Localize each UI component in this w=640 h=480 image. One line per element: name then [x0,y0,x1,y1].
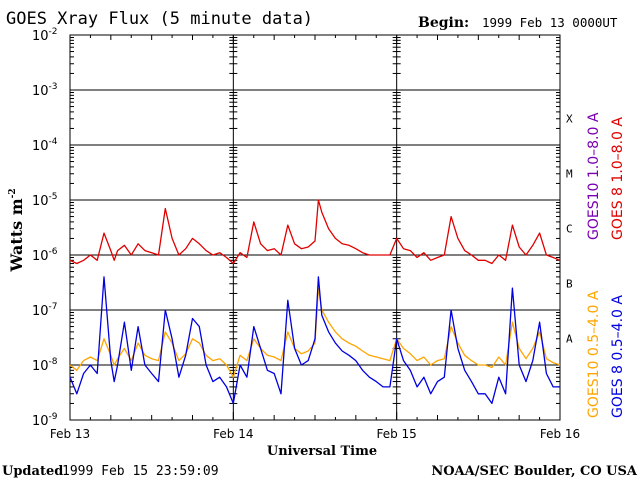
plot-border [69,34,561,421]
y-axis-label-exponent: -2 [8,188,18,198]
begin-label: Begin: [418,15,469,31]
legend-label: GOES 8 0.5–4.0 A [610,295,626,418]
grid-lines [70,35,560,420]
x-tick-labels: Feb 13 Feb 14 Feb 15 Feb 16 [50,427,580,441]
flare-class-M: M [566,168,573,181]
y-tick-exponent: -5 [49,192,58,202]
y-tick-label: 10-4 [32,137,58,154]
legend-label: GOES10 0.5–4.0 A [586,290,602,418]
y-tick-base: 10 [32,304,49,319]
y-tick-exponent: -4 [49,137,58,147]
series-line-1 [69,287,561,378]
y-tick-base: 10 [32,84,49,99]
y-tick-base: 10 [32,249,49,264]
flare-class-X: X [566,113,573,126]
series-group [69,199,561,405]
chart-title: GOES Xray Flux (5 minute data) [6,9,313,29]
x-tick-label: Feb 16 [540,427,580,441]
y-tick-exponent: -9 [49,412,58,422]
y-tick-label: 10-7 [32,302,58,319]
plot-frame [69,34,561,421]
y-tick-label: 10-2 [32,27,58,44]
flare-class-A: A [566,333,573,346]
y-tick-base: 10 [32,359,49,374]
x-axis-label: Universal Time [267,444,377,459]
svg-text:Watts m-2: Watts m-2 [7,188,26,272]
series-line-0 [69,199,561,265]
flare-class-B: B [566,278,573,291]
x-tick-label: Feb 15 [376,427,416,441]
legend: GOES10 1.0–8.0 A GOES 8 1.0–8.0 A GOES10 0… [586,112,626,418]
x-tick-label: Feb 14 [213,427,253,441]
legend-entry-2: GOES10 0.5–4.0 A [586,290,602,418]
y-tick-exponent: -3 [49,82,58,92]
y-tick-exponent: -2 [49,27,58,37]
flare-class-C: C [566,223,573,236]
y-tick-exponent: -7 [49,302,58,312]
y-tick-exponent: -8 [49,357,58,367]
y-tick-base: 10 [32,139,49,154]
y-tick-label: 10-3 [32,82,58,99]
legend-entry-3: GOES 8 0.5–4.0 A [610,295,626,418]
legend-entry-0: GOES10 1.0–8.0 A [586,112,602,240]
y-tick-label: 10-9 [32,412,58,429]
y-tick-labels: 10-210-310-410-510-610-710-810-9 [32,27,58,429]
y-axis-label: Watts m [7,198,26,272]
y-tick-label: 10-6 [32,247,58,264]
updated-value: 1999 Feb 15 23:59:09 [62,464,219,479]
begin-value: 1999 Feb 13 0000UT [482,15,618,30]
y-tick-base: 10 [32,414,49,429]
updated-label: Updated [2,464,63,479]
legend-label: GOES10 1.0–8.0 A [586,112,602,240]
series-line-2 [69,276,560,405]
x-tick-label: Feb 13 [50,427,90,441]
legend-entry-1: GOES 8 1.0–8.0 A [610,117,626,240]
y-tick-label: 10-8 [32,357,58,374]
axis-ticks [69,35,561,421]
legend-label: GOES 8 1.0–8.0 A [610,117,626,240]
flare-class-labels: X M C B A [566,113,573,346]
y-tick-base: 10 [32,194,49,209]
y-tick-exponent: -6 [49,247,58,257]
y-tick-label: 10-5 [32,192,58,209]
y-tick-base: 10 [32,29,49,44]
y-axis-label-group: Watts m-2 [7,188,26,272]
credit-text: NOAA/SEC Boulder, CO USA [431,464,638,479]
